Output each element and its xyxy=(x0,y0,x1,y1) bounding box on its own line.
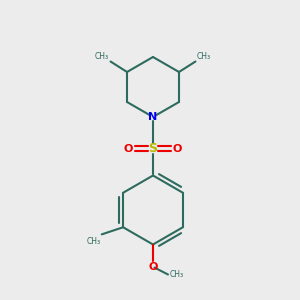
Text: CH₃: CH₃ xyxy=(169,270,184,279)
Text: O: O xyxy=(148,262,158,272)
Text: CH₃: CH₃ xyxy=(86,237,100,246)
Text: O: O xyxy=(124,143,133,154)
Text: CH₃: CH₃ xyxy=(197,52,211,61)
Text: CH₃: CH₃ xyxy=(95,52,109,61)
Text: S: S xyxy=(148,142,158,155)
Text: O: O xyxy=(173,143,182,154)
Text: N: N xyxy=(148,112,158,122)
